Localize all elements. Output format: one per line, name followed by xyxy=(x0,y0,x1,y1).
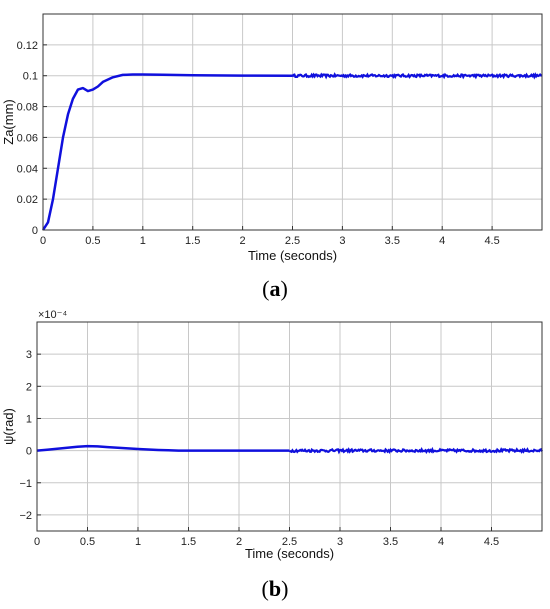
chart-b: 0 0.5 1 1.5 2 2.5 3 3.5 4 4.5 −2 −1 0 1 2 3 ×10⁻⁴ Time… xyxy=(1,309,543,601)
x-axis-label-a: Time (seconds) xyxy=(248,248,337,263)
y-ticks-b: −2 −1 0 1 2 3 xyxy=(19,349,41,522)
x-ticks-a: 0 0.5 1 1.5 2 2.5 3 3.5 4 4.5 xyxy=(40,226,500,247)
x-tick-label: 3.5 xyxy=(385,235,400,247)
x-tick-label: 0 xyxy=(34,536,40,548)
y-tick-label: 3 xyxy=(26,349,32,361)
y-tick-label: 0.12 xyxy=(17,40,38,52)
x-tick-label: 4.5 xyxy=(484,536,499,548)
series-noise-a xyxy=(291,72,543,80)
panel-label-b: (b) xyxy=(262,576,289,601)
x-tick-label: 3.5 xyxy=(383,536,398,548)
y-tick-label: 0 xyxy=(26,446,32,458)
x-tick-label: 1 xyxy=(135,536,141,548)
y-tick-label: −1 xyxy=(19,478,32,490)
x-ticks-b: 0 0.5 1 1.5 2 2.5 3 3.5 4 4.5 xyxy=(34,527,499,548)
panel-label-a: (a) xyxy=(262,276,288,301)
y-ticks-a: 0 0.02 0.04 0.06 0.08 0.1 0.12 xyxy=(17,40,47,237)
x-tick-label: 2 xyxy=(236,536,242,548)
y-axis-exponent-b: ×10⁻⁴ xyxy=(38,309,67,321)
plot-frame-a xyxy=(42,13,543,231)
y-axis-label-a: Za(mm) xyxy=(1,99,16,145)
y-tick-label: 0.06 xyxy=(17,132,38,144)
y-tick-label: 0 xyxy=(32,225,38,237)
grid-b xyxy=(37,322,542,531)
x-tick-label: 4 xyxy=(439,235,445,247)
x-tick-label: 4.5 xyxy=(484,235,499,247)
panel-letter-b: b xyxy=(269,576,281,601)
x-tick-label: 0.5 xyxy=(85,235,100,247)
y-tick-label: 2 xyxy=(26,381,32,393)
x-tick-label: 4 xyxy=(438,536,444,548)
x-tick-label: 3 xyxy=(337,536,343,548)
series-noise-b xyxy=(289,446,543,455)
x-tick-label: 2.5 xyxy=(282,536,297,548)
y-tick-label: 0.08 xyxy=(17,102,38,114)
x-tick-label: 1.5 xyxy=(181,536,196,548)
x-tick-label: 1 xyxy=(140,235,146,247)
x-tick-label: 3 xyxy=(339,235,345,247)
series-line-b xyxy=(36,444,290,452)
plot-frame-b xyxy=(36,321,543,532)
y-axis-label-b: ψ(rad) xyxy=(1,408,16,445)
y-tick-label: −2 xyxy=(19,510,32,522)
x-tick-label: 0 xyxy=(40,235,46,247)
x-tick-label: 1.5 xyxy=(185,235,200,247)
y-tick-label: 0.1 xyxy=(23,71,38,83)
x-axis-label-b: Time (seconds) xyxy=(245,546,334,561)
series-line-a xyxy=(41,73,293,231)
y-tick-label: 1 xyxy=(26,413,32,425)
chart-a: 0 0.5 1 1.5 2 2.5 3 3.5 4 4.5 0 0.02 0.04 0.06 0.08 0.… xyxy=(1,13,543,301)
x-tick-label: 0.5 xyxy=(80,536,95,548)
x-tick-label: 2.5 xyxy=(285,235,300,247)
y-tick-label: 0.04 xyxy=(17,163,38,175)
panel-letter-a: a xyxy=(270,276,281,301)
y-tick-label: 0.02 xyxy=(17,194,38,206)
x-tick-label: 2 xyxy=(240,235,246,247)
